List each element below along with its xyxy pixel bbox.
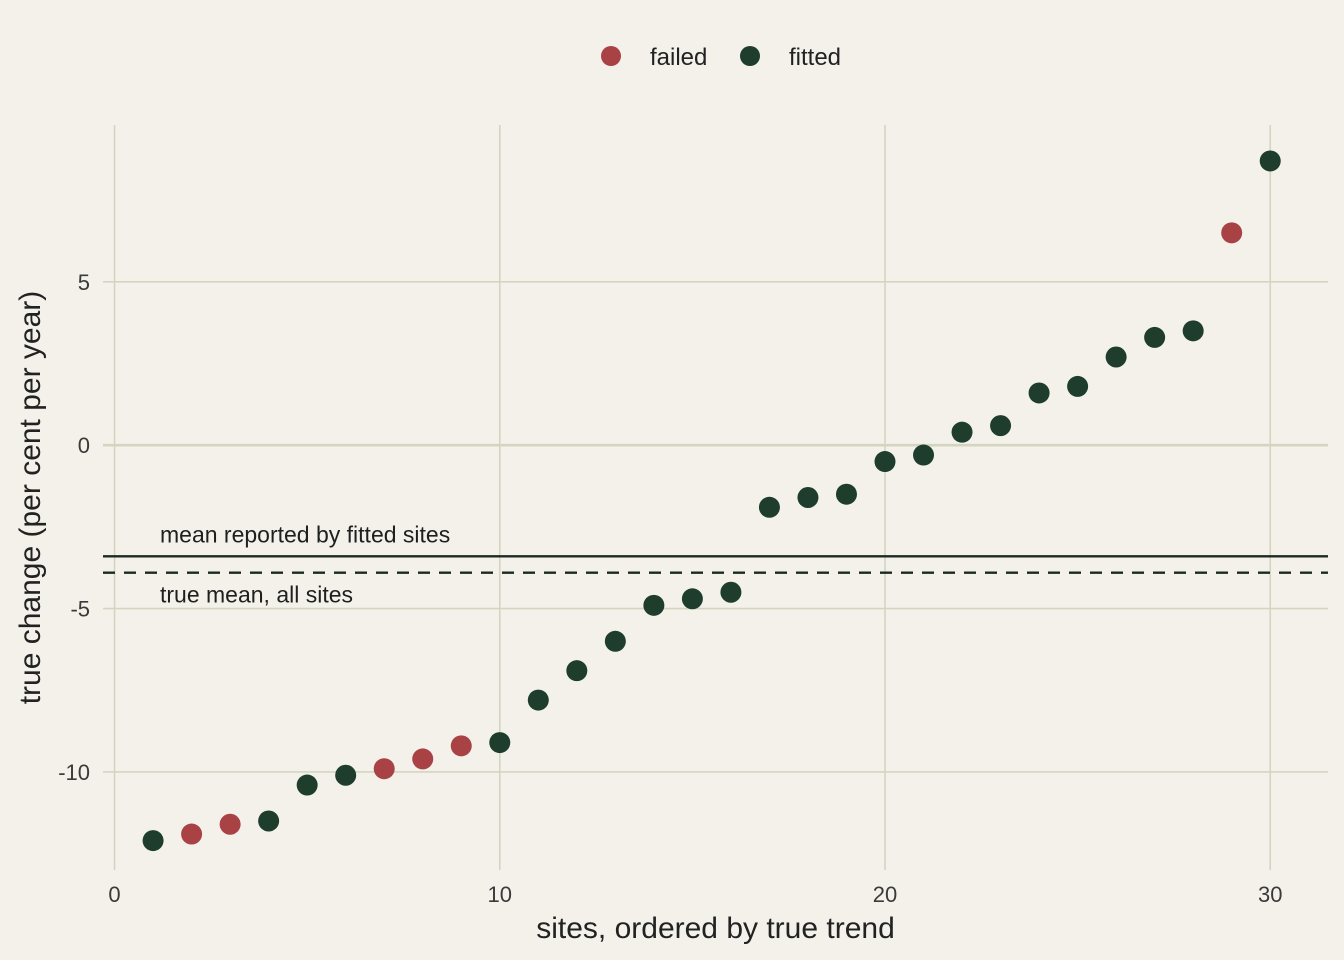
point-fitted <box>489 732 511 754</box>
point-fitted <box>335 764 357 786</box>
y-tick-label: 5 <box>78 270 90 295</box>
x-tick-label: 30 <box>1258 882 1282 907</box>
point-failed <box>450 735 472 757</box>
point-failed <box>412 748 434 770</box>
point-fitted <box>258 810 280 832</box>
point-failed <box>181 823 203 845</box>
point-fitted <box>951 421 973 443</box>
legend-label-failed: failed <box>650 44 707 71</box>
point-fitted <box>566 660 588 682</box>
point-fitted <box>1182 320 1204 342</box>
annotation-mean-fitted: mean reported by fitted sites <box>160 521 450 547</box>
point-fitted <box>990 415 1012 437</box>
point-fitted <box>1028 382 1050 404</box>
point-fitted <box>296 774 318 796</box>
y-tick-label: 0 <box>78 433 90 458</box>
point-fitted <box>835 483 857 505</box>
legend-marker-failed <box>601 46 621 66</box>
point-fitted <box>527 689 549 711</box>
point-failed <box>373 758 395 780</box>
point-fitted <box>142 830 164 852</box>
tick-labels: 0 10 20 30 -10 -5 0 5 <box>58 270 1282 907</box>
point-fitted <box>604 630 626 652</box>
point-fitted <box>1105 346 1127 368</box>
point-failed <box>1221 222 1243 244</box>
grid-layer <box>103 125 1328 870</box>
point-failed <box>219 813 241 835</box>
annotation-true-mean: true mean, all sites <box>160 582 353 608</box>
legend: failed fitted <box>601 44 841 71</box>
point-fitted <box>797 487 819 508</box>
point-fitted <box>758 496 780 518</box>
x-tick-label: 0 <box>108 882 120 907</box>
point-fitted <box>913 444 935 466</box>
point-fitted <box>874 451 896 473</box>
x-axis-title: sites, ordered by true trend <box>536 912 895 945</box>
point-fitted <box>1067 375 1089 397</box>
y-axis-title: true change (per cent per year) <box>14 291 47 705</box>
y-tick-label: -5 <box>70 597 90 622</box>
point-fitted <box>1144 326 1166 348</box>
legend-label-fitted: fitted <box>789 44 841 71</box>
y-tick-label: -10 <box>58 760 90 785</box>
point-fitted <box>1259 150 1281 172</box>
point-fitted <box>681 588 703 610</box>
data-points <box>142 150 1281 852</box>
reference-lines <box>103 555 1328 574</box>
legend-marker-fitted <box>740 46 760 66</box>
point-fitted <box>643 594 665 616</box>
x-tick-label: 20 <box>873 882 897 907</box>
x-tick-label: 10 <box>488 882 512 907</box>
point-fitted <box>720 581 742 603</box>
